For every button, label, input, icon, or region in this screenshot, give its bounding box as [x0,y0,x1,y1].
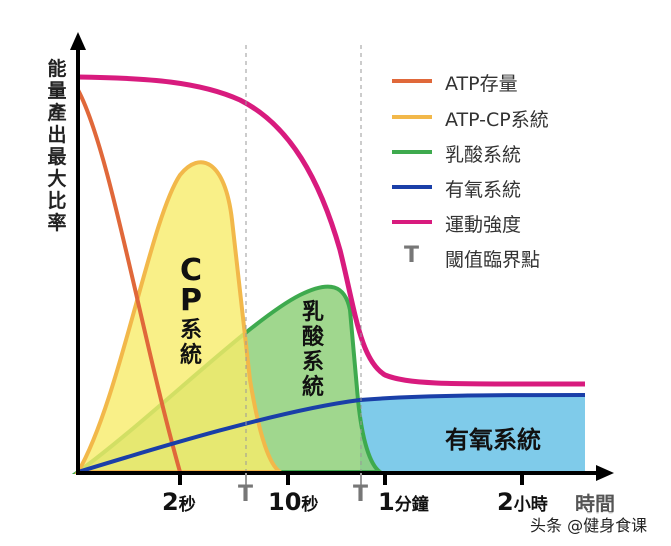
threshold-label-2: T [353,482,369,507]
legend-intensity: 運動強度 [445,214,522,236]
y-axis-label: 能量產出最大比率 [47,58,67,234]
tick-2s: 2秒 [162,488,196,516]
tick-2h: 2小時 [497,488,548,516]
x-axis-arrow-icon [596,465,614,481]
intensity-curve [77,74,586,387]
threshold-label-1: T [238,482,254,507]
legend-lines [392,79,432,224]
legend-aerobic: 有氧系統 [445,179,522,201]
aerobic-curve [77,393,586,474]
legend-atp-cp: ATP-CP系統 [445,109,549,131]
tick-10s: 10秒 [268,488,319,516]
atp-curve [76,89,182,473]
watermark: 头条 @健身食课 [530,512,648,536]
tick-1min: 1分鐘 [378,488,429,516]
atp-cp-area [74,160,287,474]
threshold-stubs [245,473,362,485]
cp-system-label: 系統 [179,318,202,368]
legend-atp: ATP存量 [445,73,518,95]
y-axis-arrow-icon [70,32,86,50]
cp-label: CP [179,253,203,318]
x-ticks [178,473,524,485]
lactic-label: 乳酸系統 [301,300,324,400]
legend-threshold: 閾值臨界點 [445,249,541,271]
aerobic-area [360,395,585,472]
legend-threshold-icon: T [404,243,420,268]
legend-lactic: 乳酸系統 [445,144,522,166]
aerobic-label: 有氧系統 [445,426,541,454]
